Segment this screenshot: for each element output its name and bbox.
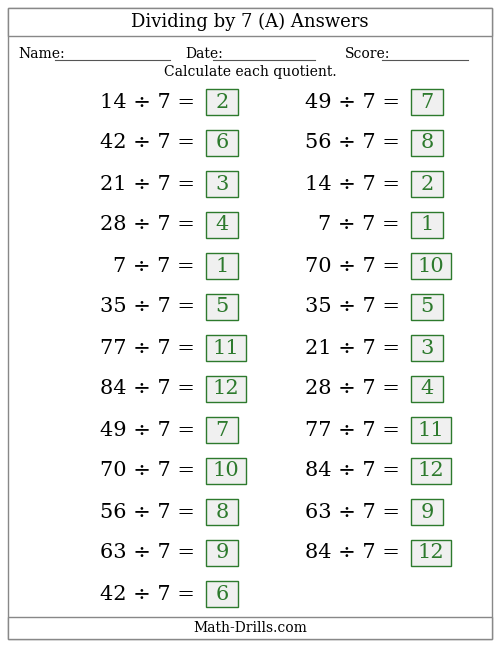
Text: 7: 7 <box>420 93 434 111</box>
Text: 49 ÷ 7 =: 49 ÷ 7 = <box>100 421 195 439</box>
Text: 11: 11 <box>212 338 240 358</box>
FancyBboxPatch shape <box>206 540 238 566</box>
Text: 35 ÷ 7 =: 35 ÷ 7 = <box>100 298 195 316</box>
FancyBboxPatch shape <box>411 499 443 525</box>
Text: 3: 3 <box>420 338 434 358</box>
Text: 12: 12 <box>418 543 444 562</box>
FancyBboxPatch shape <box>411 130 443 156</box>
Text: 70 ÷ 7 =: 70 ÷ 7 = <box>100 461 195 481</box>
FancyBboxPatch shape <box>411 89 443 115</box>
Text: Math-Drills.com: Math-Drills.com <box>193 621 307 635</box>
Text: 7: 7 <box>216 421 228 439</box>
Text: 77 ÷ 7 =: 77 ÷ 7 = <box>305 421 400 439</box>
Text: 28 ÷ 7 =: 28 ÷ 7 = <box>100 215 195 234</box>
Text: 2: 2 <box>420 175 434 193</box>
FancyBboxPatch shape <box>206 458 246 484</box>
Text: 21 ÷ 7 =: 21 ÷ 7 = <box>100 175 195 193</box>
Text: 14 ÷ 7 =: 14 ÷ 7 = <box>100 93 195 111</box>
FancyBboxPatch shape <box>8 8 492 36</box>
FancyBboxPatch shape <box>206 89 238 115</box>
Text: 2: 2 <box>216 93 228 111</box>
Text: 84 ÷ 7 =: 84 ÷ 7 = <box>305 543 400 562</box>
Text: 8: 8 <box>420 133 434 153</box>
Text: 77 ÷ 7 =: 77 ÷ 7 = <box>100 338 195 358</box>
Text: 6: 6 <box>216 133 228 153</box>
FancyBboxPatch shape <box>8 617 492 639</box>
Text: 6: 6 <box>216 584 228 604</box>
FancyBboxPatch shape <box>411 376 443 402</box>
Text: 4: 4 <box>216 215 228 234</box>
Text: 10: 10 <box>212 461 240 481</box>
Text: Date:: Date: <box>185 47 223 61</box>
Text: Name:: Name: <box>18 47 64 61</box>
FancyBboxPatch shape <box>206 335 246 361</box>
Text: Calculate each quotient.: Calculate each quotient. <box>164 65 336 79</box>
FancyBboxPatch shape <box>411 212 443 238</box>
Text: Score:: Score: <box>345 47 391 61</box>
FancyBboxPatch shape <box>206 499 238 525</box>
FancyBboxPatch shape <box>206 376 246 402</box>
FancyBboxPatch shape <box>411 294 443 320</box>
Text: 28 ÷ 7 =: 28 ÷ 7 = <box>305 380 400 399</box>
Text: 56 ÷ 7 =: 56 ÷ 7 = <box>100 503 195 521</box>
Text: 12: 12 <box>212 380 240 399</box>
FancyBboxPatch shape <box>411 171 443 197</box>
FancyBboxPatch shape <box>206 253 238 279</box>
Text: 11: 11 <box>418 421 444 439</box>
FancyBboxPatch shape <box>411 253 451 279</box>
Text: 7 ÷ 7 =: 7 ÷ 7 = <box>318 215 400 234</box>
Text: 5: 5 <box>420 298 434 316</box>
Text: 56 ÷ 7 =: 56 ÷ 7 = <box>305 133 400 153</box>
Text: 10: 10 <box>418 256 444 276</box>
Text: 42 ÷ 7 =: 42 ÷ 7 = <box>100 133 195 153</box>
Text: 35 ÷ 7 =: 35 ÷ 7 = <box>305 298 400 316</box>
FancyBboxPatch shape <box>206 130 238 156</box>
Text: 9: 9 <box>216 543 228 562</box>
Text: 70 ÷ 7 =: 70 ÷ 7 = <box>305 256 400 276</box>
Text: 14 ÷ 7 =: 14 ÷ 7 = <box>305 175 400 193</box>
Text: 21 ÷ 7 =: 21 ÷ 7 = <box>305 338 400 358</box>
FancyBboxPatch shape <box>411 417 451 443</box>
Text: 49 ÷ 7 =: 49 ÷ 7 = <box>305 93 400 111</box>
Text: 7 ÷ 7 =: 7 ÷ 7 = <box>114 256 195 276</box>
FancyBboxPatch shape <box>411 335 443 361</box>
Text: 5: 5 <box>216 298 228 316</box>
FancyBboxPatch shape <box>206 417 238 443</box>
FancyBboxPatch shape <box>206 171 238 197</box>
Text: 42 ÷ 7 =: 42 ÷ 7 = <box>100 584 195 604</box>
FancyBboxPatch shape <box>411 540 451 566</box>
Text: 63 ÷ 7 =: 63 ÷ 7 = <box>100 543 195 562</box>
Text: 1: 1 <box>420 215 434 234</box>
FancyBboxPatch shape <box>206 212 238 238</box>
Text: 1: 1 <box>216 256 228 276</box>
Text: 84 ÷ 7 =: 84 ÷ 7 = <box>100 380 195 399</box>
Text: Dividing by 7 (A) Answers: Dividing by 7 (A) Answers <box>131 13 369 31</box>
Text: 8: 8 <box>216 503 228 521</box>
Text: 63 ÷ 7 =: 63 ÷ 7 = <box>305 503 400 521</box>
FancyBboxPatch shape <box>206 581 238 607</box>
FancyBboxPatch shape <box>411 458 451 484</box>
Text: 3: 3 <box>216 175 228 193</box>
FancyBboxPatch shape <box>206 294 238 320</box>
Text: 9: 9 <box>420 503 434 521</box>
Text: 84 ÷ 7 =: 84 ÷ 7 = <box>305 461 400 481</box>
Text: 12: 12 <box>418 461 444 481</box>
Text: 4: 4 <box>420 380 434 399</box>
FancyBboxPatch shape <box>8 8 492 639</box>
